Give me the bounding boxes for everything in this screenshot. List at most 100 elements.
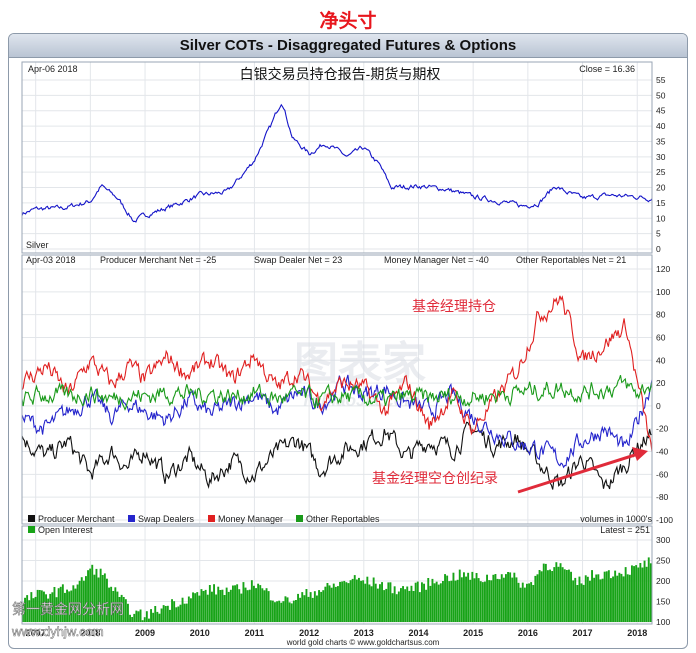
oi-bar [549, 569, 551, 622]
oi-bar [626, 574, 629, 622]
oi-bar [473, 578, 476, 622]
oi-bar [150, 609, 152, 622]
oi-bar [534, 575, 537, 622]
oi-bar [364, 583, 367, 622]
oi-bar [162, 605, 165, 622]
oi-bar [80, 577, 83, 622]
oi-bar [408, 590, 411, 622]
oi-bar [649, 563, 652, 622]
oi-bar [74, 588, 77, 622]
panel-border [21, 61, 653, 254]
annotation-record-short: 基金经理空仓创纪录 [372, 470, 498, 486]
oi-bar [137, 611, 140, 622]
oi-bar [204, 589, 207, 622]
legend-swap: Swap Dealers [138, 514, 195, 524]
oi-bar [322, 590, 325, 622]
y-tick-label: -80 [656, 492, 669, 502]
oi-bar [179, 604, 182, 622]
oi-bar [89, 568, 92, 622]
oi-bar [368, 584, 371, 622]
oi-bar [538, 570, 541, 622]
oi-bar [328, 585, 331, 622]
watermark-url: www.dyhjw.com [11, 624, 104, 639]
oi-bar [641, 567, 644, 622]
oi-bar [591, 570, 593, 622]
oi-bar [131, 617, 134, 622]
oi-bar [339, 581, 341, 622]
y-tick-label: 30 [656, 152, 666, 162]
oi-bar [305, 589, 308, 622]
oi-bar [414, 582, 417, 622]
oi-bar [232, 585, 234, 622]
oi-bar [425, 589, 428, 622]
oi-bar [370, 586, 373, 622]
oi-bar [116, 591, 119, 622]
oi-bar [276, 601, 278, 622]
y-tick-label: -60 [656, 469, 669, 479]
oi-bar [607, 570, 610, 622]
oi-bar [101, 575, 104, 622]
legend-other: Other Reportables [306, 514, 380, 524]
oi-bar [557, 566, 560, 622]
x-tick-label: 2018 [627, 628, 647, 638]
oi-bar [416, 581, 419, 622]
legend-swatch-money [208, 515, 215, 522]
oi-bar [278, 600, 281, 622]
oi-bar [372, 577, 375, 622]
oi-bar [64, 592, 66, 622]
oi-bar [349, 580, 352, 622]
oi-bar [28, 600, 31, 622]
oi-bar [572, 580, 575, 622]
oi-bar [568, 569, 570, 622]
oi-bar [303, 595, 306, 622]
oi-bar [320, 591, 323, 622]
x-tick-label: 2012 [299, 628, 319, 638]
oi-bar [68, 591, 71, 622]
oi-bar [532, 585, 535, 622]
price-overlay-title: 白银交易员持仓报告-期货与期权 [240, 66, 441, 82]
oi-bar [91, 564, 94, 622]
swap-net-readout: Swap Dealer Net = 23 [254, 255, 342, 265]
oi-bar [618, 572, 621, 622]
price-close-readout: Close = 16.36 [579, 64, 635, 74]
y-tick-label: 100 [656, 287, 670, 297]
oi-bar [318, 590, 320, 622]
oi-bar [593, 577, 596, 622]
oi-bar [637, 567, 640, 622]
oi-bar [406, 586, 409, 622]
oi-bar [72, 585, 75, 622]
legend-producer: Producer Merchant [38, 514, 115, 524]
x-tick-label: 2008 [80, 628, 100, 638]
chart-frame: Silver COTs - Disaggregated Futures & Op… [8, 33, 688, 649]
oi-bar [521, 582, 524, 622]
oi-bar [309, 592, 312, 622]
oi-bar [284, 596, 287, 622]
oi-bar [158, 613, 161, 622]
oi-bar [127, 603, 129, 622]
oi-bar [645, 566, 648, 622]
x-tick-label: 2009 [135, 628, 155, 638]
oi-latest-readout: Latest = 251 [600, 525, 650, 535]
oi-bar [143, 617, 146, 622]
oi-bar [290, 603, 293, 622]
oi-bar [565, 570, 568, 622]
oi-bar [610, 578, 612, 622]
oi-bar [82, 580, 85, 622]
oi-bar [544, 563, 547, 622]
oi-bar [85, 576, 87, 622]
oi-bar [452, 572, 455, 622]
oi-bar [221, 589, 224, 622]
oi-bar [164, 606, 167, 622]
oi-bar [553, 567, 556, 622]
oi-bar [570, 571, 572, 622]
oi-bar [580, 583, 583, 622]
oi-bar [225, 587, 228, 622]
oi-bar [458, 569, 461, 622]
oi-bar [547, 570, 549, 622]
oi-bar [334, 586, 337, 622]
oi-bar [301, 592, 304, 622]
oi-bar [208, 585, 211, 622]
watermark-bottom-left: 第一黄金网分析网 [12, 601, 124, 617]
oi-bar [624, 567, 627, 622]
